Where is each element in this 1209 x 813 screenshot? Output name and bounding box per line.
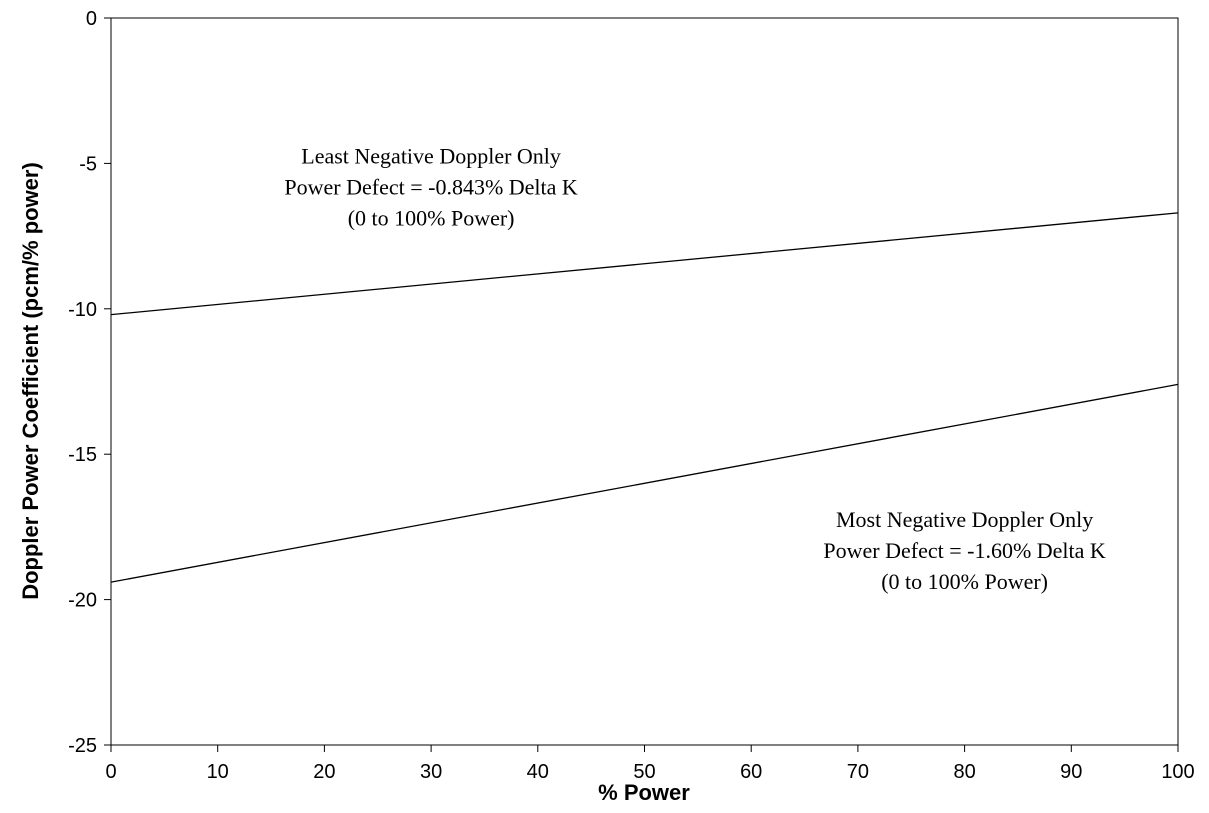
annotation-line: (0 to 100% Power) bbox=[348, 205, 515, 230]
annotation-line: Most Negative Doppler Only bbox=[836, 507, 1093, 532]
x-tick-label: 70 bbox=[847, 761, 869, 783]
x-tick-label: 50 bbox=[633, 761, 655, 783]
x-tick-label: 0 bbox=[105, 761, 116, 783]
y-tick-label: -5 bbox=[79, 153, 97, 175]
annotation-layer: Least Negative Doppler Only Power Defect … bbox=[284, 143, 1106, 594]
series-line-2 bbox=[110, 383, 1179, 583]
y-tick-label: -20 bbox=[68, 590, 97, 612]
x-tick-label: 20 bbox=[313, 761, 335, 783]
annotation-1: Least Negative Doppler Only Power Defect … bbox=[284, 143, 578, 230]
x-axis: 0 10 20 30 40 50 60 70 80 90 100 bbox=[105, 745, 1195, 783]
x-tick-label: 100 bbox=[1161, 761, 1194, 783]
x-tick-label: 30 bbox=[420, 761, 442, 783]
x-axis-title: % Power bbox=[598, 780, 690, 805]
x-tick-label: 10 bbox=[207, 761, 229, 783]
annotation-line: (0 to 100% Power) bbox=[881, 569, 1048, 594]
y-tick-label: -15 bbox=[68, 444, 97, 466]
annotation-2: Most Negative Doppler Only Power Defect =… bbox=[823, 507, 1106, 594]
annotation-line: Least Negative Doppler Only bbox=[301, 143, 561, 168]
y-tick-label: -25 bbox=[68, 735, 97, 757]
plot-area bbox=[110, 17, 1179, 746]
y-tick-label: 0 bbox=[86, 8, 97, 30]
x-tick-label: 80 bbox=[953, 761, 975, 783]
annotation-line: Power Defect = -1.60% Delta K bbox=[823, 538, 1106, 563]
x-tick-label: 60 bbox=[740, 761, 762, 783]
y-axis-title: Doppler Power Coefficient (pcm/% power) bbox=[18, 162, 43, 600]
series-layer bbox=[110, 212, 1179, 583]
x-tick-label: 90 bbox=[1060, 761, 1082, 783]
y-tick-label: -10 bbox=[68, 299, 97, 321]
series-line-1 bbox=[110, 212, 1179, 316]
y-axis: 0 -5 -10 -15 -20 -25 bbox=[68, 8, 111, 757]
annotation-line: Power Defect = -0.843% Delta K bbox=[284, 174, 578, 199]
x-tick-label: 40 bbox=[527, 761, 549, 783]
